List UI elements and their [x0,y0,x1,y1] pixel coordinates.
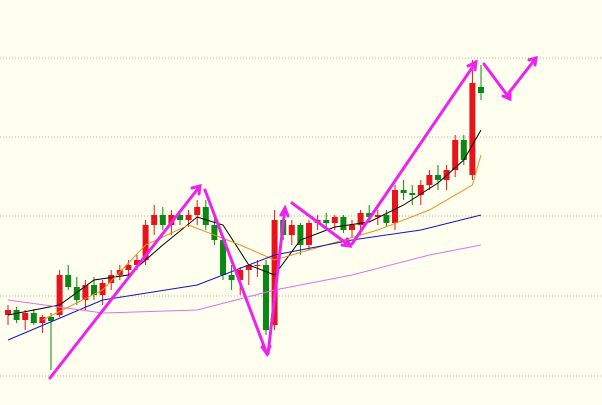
candle-body [263,265,269,330]
candle-body [202,207,209,225]
candle-body [65,275,72,287]
candle-body [383,215,390,223]
candle-body [417,185,424,195]
candle-body [56,275,63,315]
arrow [203,188,269,356]
arrow-head [279,204,290,218]
candle-body [435,175,441,180]
candle-body [48,317,54,321]
candle-body [323,220,330,223]
candle-body [306,223,312,245]
candle-body [185,215,192,220]
candle-body [409,193,416,195]
candle-body [349,225,355,230]
candle-body [211,225,218,240]
moving-average-line [42,154,482,321]
candle-body [374,215,381,217]
arrow [290,201,352,248]
candle-body [134,260,140,265]
candle-body [22,313,29,320]
candle-body [91,285,97,295]
candle-body [469,83,476,175]
candle-body [426,175,433,185]
candle-body [452,140,459,170]
candle-body [254,265,261,266]
candle-body [392,190,398,223]
candle-body [245,265,252,270]
arrow [48,184,202,380]
arrow-head [527,55,538,67]
moving-average-line [7,129,482,316]
arrow-head [340,237,353,248]
plot [0,57,602,377]
arrow [350,60,478,246]
candle-body [228,275,235,280]
candle-body [366,213,373,217]
candle-body [159,215,166,225]
candle-body [82,285,89,300]
candle-body [400,190,407,193]
candle-body [13,310,20,320]
candle-body [237,270,244,280]
candle-body [177,215,183,220]
candle-body [271,220,278,325]
moving-average-line [7,214,482,341]
arrow [482,62,512,101]
candle-body [99,283,106,295]
candle-body [30,313,37,323]
candle-body [5,310,11,315]
candle-body [151,215,158,225]
arrow [506,56,538,96]
candle-body [460,140,467,160]
arrow [266,206,287,356]
candle-body [73,287,80,300]
arrow-head [466,59,478,72]
candle-body [297,225,304,245]
arrow-head [190,184,202,196]
candle-body [142,225,149,260]
candle-body [125,265,132,270]
annotation-arrows [48,55,538,380]
candle-body [220,240,226,275]
candle-body [340,217,347,230]
candle-body [331,217,338,223]
candle-body [194,207,201,215]
candle-body [168,215,175,225]
candle-body [478,87,484,93]
candle-body [108,275,115,283]
candle-body [288,225,295,235]
candle-body [357,213,364,225]
